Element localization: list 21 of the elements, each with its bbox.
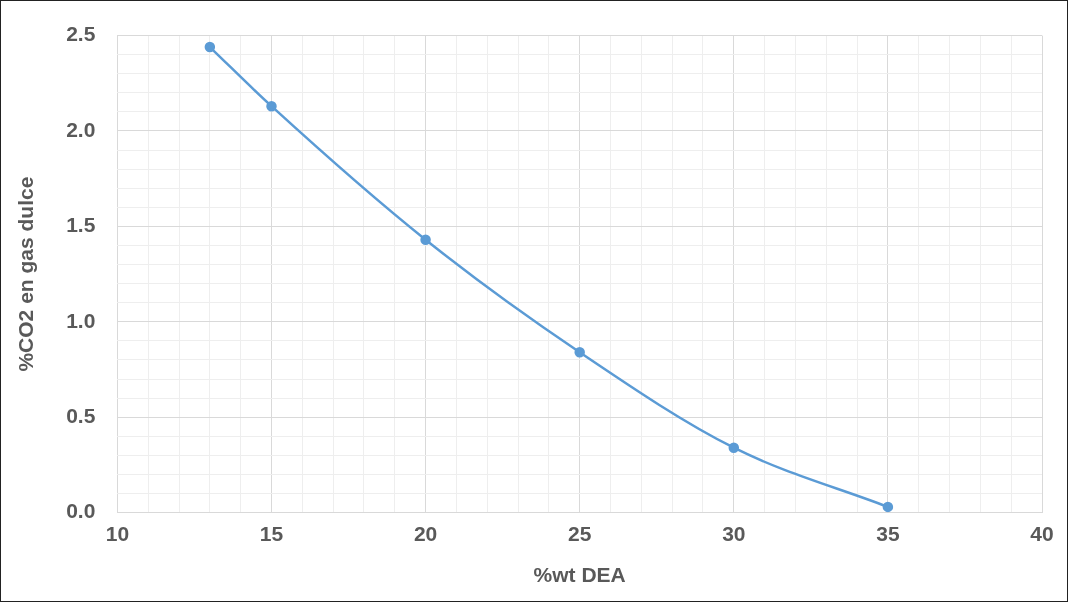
point [728,442,740,453]
x-tick-label: 10 [105,522,130,545]
x-tick-label: 20 [413,522,438,545]
y-tick-label: 2.5 [66,22,96,46]
point [574,347,585,358]
x-tick-label: 35 [876,522,900,545]
y-axis-title: %CO2 en gas dulce [14,176,38,372]
x-tick-label: 40 [1030,522,1054,545]
x-tick-label: 30 [722,522,746,545]
y-tick-label: 1.5 [66,213,96,237]
x-tick-label: 15 [259,522,284,545]
point [266,100,277,112]
y-tick-label: 0.5 [66,404,96,427]
y-tick-label: 2.0 [66,117,96,141]
x-tick-label: 25 [568,522,592,545]
x-axis-title: %wt DEA [533,563,626,587]
point [204,41,216,53]
y-tick-label: 1.0 [66,308,96,332]
point [420,234,431,246]
y-tick-label: 0.0 [66,499,96,523]
point [882,501,894,513]
